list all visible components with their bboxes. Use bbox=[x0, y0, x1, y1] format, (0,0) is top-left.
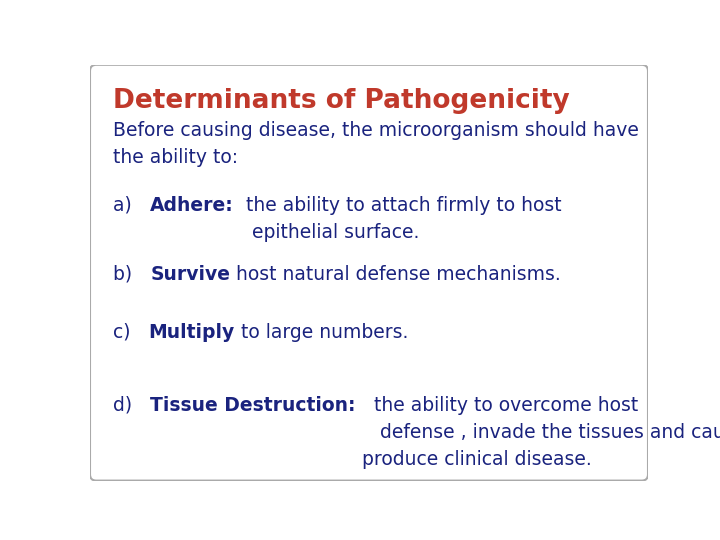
Text: Adhere:: Adhere: bbox=[150, 195, 234, 215]
Text: the ability to attach firmly to host
   epithelial surface.: the ability to attach firmly to host epi… bbox=[234, 195, 562, 242]
Text: c): c) bbox=[113, 323, 149, 342]
Text: Survive: Survive bbox=[150, 265, 230, 284]
Text: d): d) bbox=[113, 396, 150, 415]
FancyBboxPatch shape bbox=[90, 65, 648, 481]
Text: the ability to overcome host
    defense , invade the tissues and cause destruct: the ability to overcome host defense , i… bbox=[356, 396, 720, 469]
Text: host natural defense mechanisms.: host natural defense mechanisms. bbox=[230, 265, 561, 284]
Text: Tissue Destruction:: Tissue Destruction: bbox=[150, 396, 356, 415]
Text: to large numbers.: to large numbers. bbox=[235, 323, 408, 342]
Text: b): b) bbox=[113, 265, 150, 284]
Text: Determinants of Pathogenicity: Determinants of Pathogenicity bbox=[113, 88, 570, 114]
Text: a): a) bbox=[113, 195, 150, 215]
Text: Multiply: Multiply bbox=[149, 323, 235, 342]
Text: Before causing disease, the microorganism should have
the ability to:: Before causing disease, the microorganis… bbox=[113, 121, 639, 167]
